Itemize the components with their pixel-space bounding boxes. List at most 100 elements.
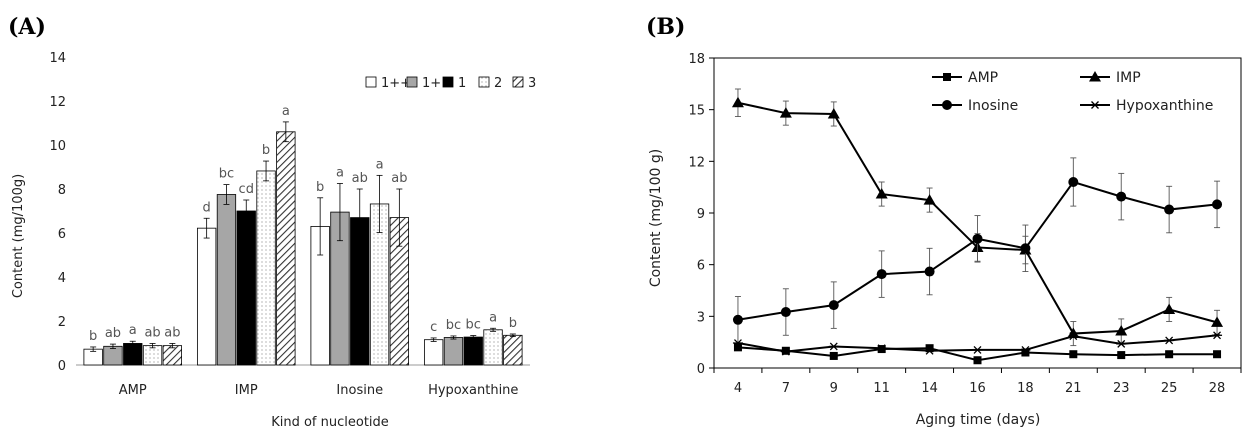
x-tick-label: IMP bbox=[235, 383, 258, 398]
marker-circle bbox=[1068, 177, 1079, 187]
significance-letter: b bbox=[316, 180, 324, 195]
significance-letter: a bbox=[376, 157, 384, 172]
marker-circle bbox=[1116, 191, 1127, 202]
marker-triangle bbox=[1163, 303, 1176, 314]
y-tick-label: 12 bbox=[49, 95, 66, 110]
significance-letter: ab bbox=[105, 326, 121, 341]
significance-letter: a bbox=[336, 166, 344, 181]
y-tick-label: 0 bbox=[58, 359, 66, 374]
bar bbox=[162, 345, 183, 366]
y-tick-label: 8 bbox=[58, 183, 66, 198]
y-tick-label: 9 bbox=[697, 207, 705, 222]
chart-b-series bbox=[731, 88, 1224, 365]
chart-a-ylabel: Content (mg/100g) bbox=[11, 174, 26, 298]
marker-triangle bbox=[731, 96, 744, 108]
chart-b-legend: AMP IMP Inosine Hypoxanthine bbox=[932, 70, 1213, 114]
asterisk-stroke bbox=[1069, 332, 1078, 341]
y-tick-label: 6 bbox=[58, 227, 66, 242]
marker-asterisk bbox=[1164, 336, 1175, 345]
asterisk-stroke bbox=[973, 345, 982, 354]
marker-asterisk bbox=[780, 347, 791, 356]
marker-square bbox=[733, 343, 742, 352]
y-tick-label: 0 bbox=[697, 362, 705, 377]
significance-letter: ab bbox=[352, 171, 368, 186]
marker-asterisk bbox=[972, 345, 983, 354]
asterisk-stroke bbox=[1021, 345, 1030, 354]
asterisk-stroke bbox=[733, 339, 742, 347]
x-tick-label: 23 bbox=[1113, 381, 1130, 396]
legend-label: 1 bbox=[458, 76, 466, 91]
significance-letter: b bbox=[262, 143, 270, 158]
marker-circle bbox=[1020, 243, 1031, 254]
marker-square bbox=[1069, 350, 1078, 359]
marker-circle bbox=[924, 266, 935, 277]
significance-letter: a bbox=[282, 104, 290, 119]
marker-triangle bbox=[1089, 71, 1101, 82]
marker-square bbox=[1021, 348, 1030, 357]
marker-asterisk bbox=[1068, 332, 1079, 341]
marker-circle bbox=[780, 307, 791, 318]
asterisk-stroke bbox=[781, 347, 790, 356]
chart-b-axes: 0 3 6 9 12 15 18 4 7 9 11 14 16 18 21 23 25 28 bbox=[688, 52, 1242, 396]
x-tick-label: 28 bbox=[1209, 381, 1226, 396]
marker-circle bbox=[972, 233, 983, 244]
significance-letter: cd bbox=[239, 182, 254, 197]
legend-label: 1++ bbox=[381, 76, 411, 91]
x-tick-label: 14 bbox=[921, 381, 938, 396]
bar bbox=[256, 170, 276, 366]
marker-square bbox=[1213, 350, 1222, 359]
marker-triangle bbox=[875, 188, 888, 199]
legend-label: 1+ bbox=[422, 76, 441, 91]
asterisk-stroke bbox=[1117, 339, 1126, 348]
legend-label: Inosine bbox=[968, 98, 1018, 114]
legend-swatch bbox=[365, 76, 377, 88]
bar bbox=[423, 339, 444, 366]
marker-asterisk bbox=[924, 346, 935, 355]
marker-circle bbox=[1212, 199, 1223, 210]
y-tick-label: 14 bbox=[49, 51, 66, 66]
x-tick-label: 25 bbox=[1161, 381, 1178, 396]
marker-asterisk bbox=[828, 342, 839, 351]
bar bbox=[236, 210, 256, 366]
legend-swatch bbox=[478, 76, 490, 88]
y-tick-label: 2 bbox=[58, 315, 66, 330]
y-tick-label: 10 bbox=[49, 139, 66, 154]
bar bbox=[276, 131, 296, 366]
marker-square bbox=[925, 344, 934, 353]
marker-triangle bbox=[827, 107, 840, 119]
significance-letter: d bbox=[203, 200, 211, 215]
x-tick-label: 16 bbox=[969, 381, 986, 396]
marker-asterisk bbox=[1020, 345, 1031, 354]
marker-square bbox=[829, 351, 838, 360]
asterisk-stroke bbox=[1213, 331, 1222, 340]
x-tick-label: 18 bbox=[1017, 381, 1034, 396]
significance-letter: bc bbox=[446, 318, 461, 333]
x-tick-label: Inosine bbox=[336, 383, 383, 398]
bar bbox=[196, 227, 217, 366]
bar bbox=[103, 345, 123, 366]
marker-triangle bbox=[923, 194, 936, 205]
marker-square bbox=[943, 73, 951, 81]
marker-triangle bbox=[1115, 324, 1128, 336]
y-tick-label: 3 bbox=[697, 310, 705, 325]
legend-label: 2 bbox=[494, 76, 502, 91]
asterisk-stroke bbox=[829, 342, 838, 351]
asterisk-stroke bbox=[1091, 101, 1099, 109]
chart-b-ylabel: Content (mg/100 g) bbox=[648, 149, 664, 287]
x-tick-label: 11 bbox=[873, 381, 890, 396]
bar bbox=[483, 329, 503, 366]
marker-circle bbox=[732, 314, 743, 325]
significance-letter: ab bbox=[164, 325, 180, 340]
y-tick-label: 12 bbox=[688, 155, 705, 170]
bar bbox=[443, 337, 464, 366]
legend-label: AMP bbox=[968, 70, 998, 86]
y-tick-label: 15 bbox=[688, 104, 705, 119]
significance-letter: b bbox=[509, 316, 517, 331]
significance-letter: ab bbox=[391, 171, 407, 186]
bar bbox=[216, 194, 237, 366]
bar bbox=[503, 334, 523, 366]
bar bbox=[142, 345, 163, 366]
marker-square bbox=[1117, 351, 1126, 360]
